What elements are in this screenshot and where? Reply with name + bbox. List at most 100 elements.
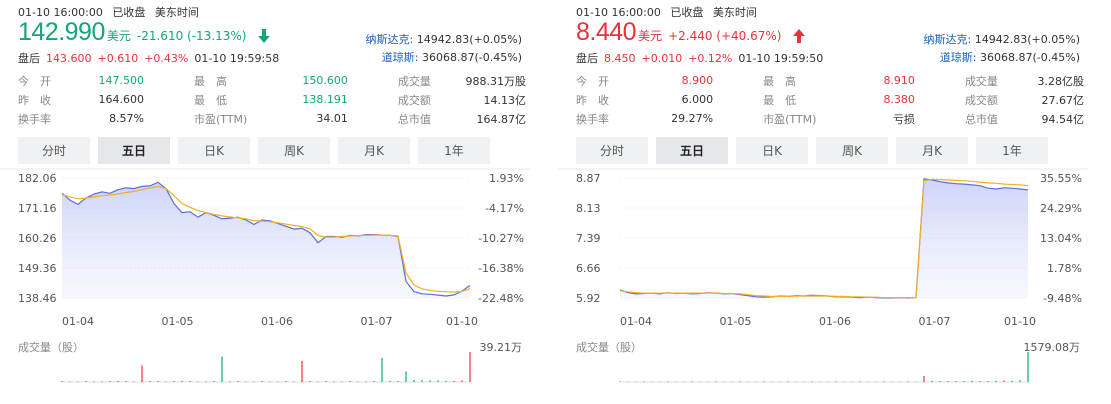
stat-label: 总市值 [397,112,431,126]
volume-bar [317,381,319,382]
price-chart[interactable]: 8.87 8.13 7.39 6.66 5.92 35.55% 24.29% 13.04% 1.… [558,168,1088,386]
stat-value: 3.28亿股 [1037,74,1085,88]
volume-bar [125,381,127,382]
tab-weekly-k[interactable]: 周K [258,137,330,164]
tab-daily-k[interactable]: 日K [178,137,250,164]
volume-bar [971,380,973,382]
y-right-tick-label: -10.27% [478,232,524,245]
tab-five-day[interactable]: 五日 [98,137,170,164]
volume-bar [133,381,135,382]
volume-bar [987,381,989,382]
volume-bar [333,381,335,382]
index-nasdaq-value: 14942.83(+0.05%) [416,33,522,46]
volume-bar [643,381,645,382]
stat-value: 147.500 [98,74,145,87]
volume-bar [421,380,423,382]
volume-bar [141,365,143,382]
y-right-tick-label: 1.93% [489,172,524,185]
volume-title: 成交量（股） [576,341,642,354]
volume-bar [381,358,383,382]
volume-bar [117,380,119,382]
volume-bar [69,381,71,382]
stat-label: 昨 收 [576,93,609,107]
index-dow-name[interactable]: 道琼斯: [381,51,419,64]
volume-bar [277,381,279,382]
tab-monthly-k[interactable]: 月K [338,137,410,164]
current-price: 142.990 [18,18,105,46]
volume-bar [691,381,693,382]
stat-label: 最 低 [763,93,797,107]
after-hours-change: +0.610 [97,52,139,65]
index-dow-name[interactable]: 道琼斯: [939,51,977,64]
volume-bar [261,381,263,382]
tab-five-day[interactable]: 五日 [656,137,728,164]
stat-value: 8.380 [883,93,915,106]
stat-label: 今 开 [18,74,51,88]
x-tick-label: 01-10 [446,315,478,328]
volume-bar [309,381,311,382]
stat-label: 换手率 [18,112,51,126]
tab-monthly-k[interactable]: 月K [896,137,968,164]
index-dow[interactable]: 道琼斯: 36068.87(-0.45%) [382,49,522,65]
stats-row: 换手率 29.27% 市盈(TTM) 亏损 总市值 94.54亿 [576,109,1084,128]
y-right-tick-label: 35.55% [1040,172,1082,185]
tab-one-year[interactable]: 1年 [418,137,490,164]
index-nasdaq[interactable]: 纳斯达克: 14942.83(+0.05%) [924,31,1080,47]
y-tick-label: 171.16 [18,202,57,215]
index-nasdaq-name[interactable]: 纳斯达克: [365,33,414,46]
tab-intraday[interactable]: 分时 [18,137,90,164]
volume-bar [979,381,981,382]
y-tick-label: 182.06 [18,172,57,185]
volume-bar [293,381,295,382]
volume-bar [77,381,79,382]
price-row: 8.440 美元 +2.440 (+40.67%) [576,18,805,48]
volume-bar [357,381,359,382]
y-right-tick-label: -22.48% [478,292,524,305]
volume-bar [405,371,407,382]
quote-datetime: 01-10 16:00:00 [18,6,103,19]
index-dow-value: 36068.87(-0.45%) [980,51,1080,64]
volume-bar [939,381,941,382]
volume-bar [101,381,103,382]
index-dow[interactable]: 道琼斯: 36068.87(-0.45%) [940,49,1080,65]
market-status: 已收盘 [112,6,146,19]
tab-daily-k[interactable]: 日K [736,137,808,164]
x-tick-label: 01-10 [1004,315,1036,328]
stat-label: 最 低 [194,93,228,107]
y-tick-label: 5.92 [576,292,601,305]
volume-bar [285,381,287,382]
after-hours-row: 盘后 8.450 +0.010 +0.12% 01-10 19:59:50 [576,50,829,66]
stat-value: 6.000 [681,93,714,106]
volume-max: 39.21万 [479,341,523,354]
stat-label: 市盈(TTM) [194,112,248,126]
volume-bar [787,381,789,382]
stock-panel-left: 01-10 16:00:00 已收盘 美东时间 142.990 美元 -21.610… [0,0,530,404]
stat-label: 总市值 [964,112,998,126]
after-hours-label: 盘后 [18,52,40,65]
price-change: -21.610 (-13.13%) [136,29,247,43]
index-nasdaq[interactable]: 纳斯达克: 14942.83(+0.05%) [366,31,522,47]
stats-row: 换手率 8.57% 市盈(TTM) 34.01 总市值 164.87亿 [18,109,526,128]
volume-bar [619,381,621,382]
y-tick-label: 6.66 [576,262,601,275]
after-hours-label: 盘后 [576,52,598,65]
quote-datetime: 01-10 16:00:00 [576,6,661,19]
volume-bar [269,381,271,382]
stat-label: 成交额 [964,93,998,107]
stats-row: 今 开 8.900 最 高 8.910 成交量 3.28亿股 [576,71,1084,90]
volume-bar [835,381,837,382]
stat-value: 8.57% [109,112,145,125]
stats-row: 今 开 147.500 最 高 150.600 成交量 988.31万股 [18,71,526,90]
tab-intraday[interactable]: 分时 [576,137,648,164]
tab-weekly-k[interactable]: 周K [816,137,888,164]
volume-bar [445,380,447,382]
volume-bar [173,381,175,382]
stat-label: 成交额 [397,93,431,107]
volume-bar [245,381,247,382]
index-nasdaq-name[interactable]: 纳斯达克: [923,33,972,46]
tab-one-year[interactable]: 1年 [976,137,1048,164]
price-row: 142.990 美元 -21.610 (-13.13%) [18,18,270,48]
price-chart[interactable]: 182.06 171.16 160.26 149.36 138.46 1.93% -4.17… [0,168,530,386]
stat-value: 34.01 [316,112,348,125]
volume-bar [763,381,765,382]
